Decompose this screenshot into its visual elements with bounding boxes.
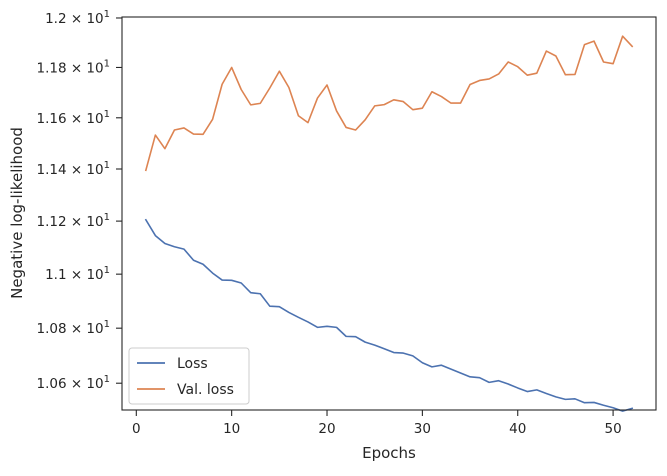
legend: Loss Val. loss [128,347,250,405]
legend-label-val-loss: Val. loss [177,382,234,398]
x-tick-label: 20 [318,421,335,437]
y-tick-label: 1.14 × 101 [36,160,110,178]
y-tick-label: 1.18 × 101 [36,58,110,76]
x-axis-label: Epochs [362,444,416,462]
y-tick-label: 1.06 × 101 [36,374,110,392]
legend-label-loss: Loss [177,356,208,372]
series-line-loss [144,218,634,412]
plot-frame [121,16,657,411]
y-tick-label: 1.1 × 101 [45,265,110,283]
y-tick-label: 1.16 × 101 [36,109,110,127]
x-tick-label: 40 [509,421,526,437]
series-layer [144,35,634,412]
legend-frame [128,347,250,405]
y-axis-label: Negative log-likelihood [8,127,26,299]
y-tick-label: 1.2 × 101 [45,9,110,27]
series-line-val-loss [144,35,634,172]
x-tick-label: 50 [604,421,621,437]
y-tick-label: 1.12 × 101 [36,212,110,230]
x-tick-label: 10 [223,421,240,437]
x-tick-label: 30 [414,421,431,437]
ticks-layer: 0 10 20 30 40 50 1.06 × 101 1.08 × 101 1.1 × 101… [36,9,621,437]
x-tick-label: 0 [132,421,141,437]
y-tick-label: 1.08 × 101 [36,319,110,337]
